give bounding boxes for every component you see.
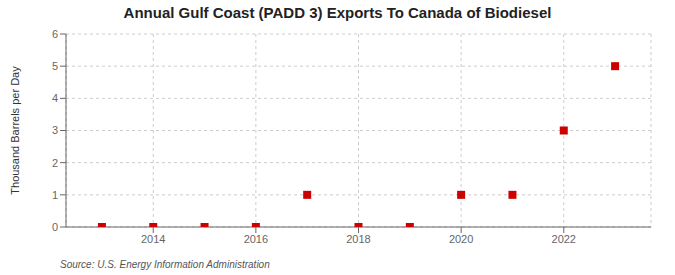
svg-text:2020: 2020	[449, 233, 473, 245]
svg-text:2018: 2018	[346, 233, 370, 245]
svg-text:4: 4	[52, 92, 58, 104]
html-text:Source: U.S. Energy Informatio: Source: U.S. Energy Information Administ…	[60, 259, 270, 270]
svg-text:2022: 2022	[552, 233, 576, 245]
svg-text:2: 2	[52, 157, 58, 169]
svg-text:3: 3	[52, 124, 58, 136]
svg-text:0: 0	[52, 221, 58, 233]
svg-text:6: 6	[52, 28, 58, 40]
svg-text:Thousand Barrels per Day: Thousand Barrels per Day	[9, 66, 21, 195]
svg-text:2014: 2014	[141, 233, 165, 245]
html-text:Annual Gulf Coast (PADD 3) Exp: Annual Gulf Coast (PADD 3) Exports To Ca…	[123, 4, 552, 21]
svg-text:2016: 2016	[244, 233, 268, 245]
svg-text:5: 5	[52, 60, 58, 72]
svg-text:1: 1	[52, 189, 58, 201]
